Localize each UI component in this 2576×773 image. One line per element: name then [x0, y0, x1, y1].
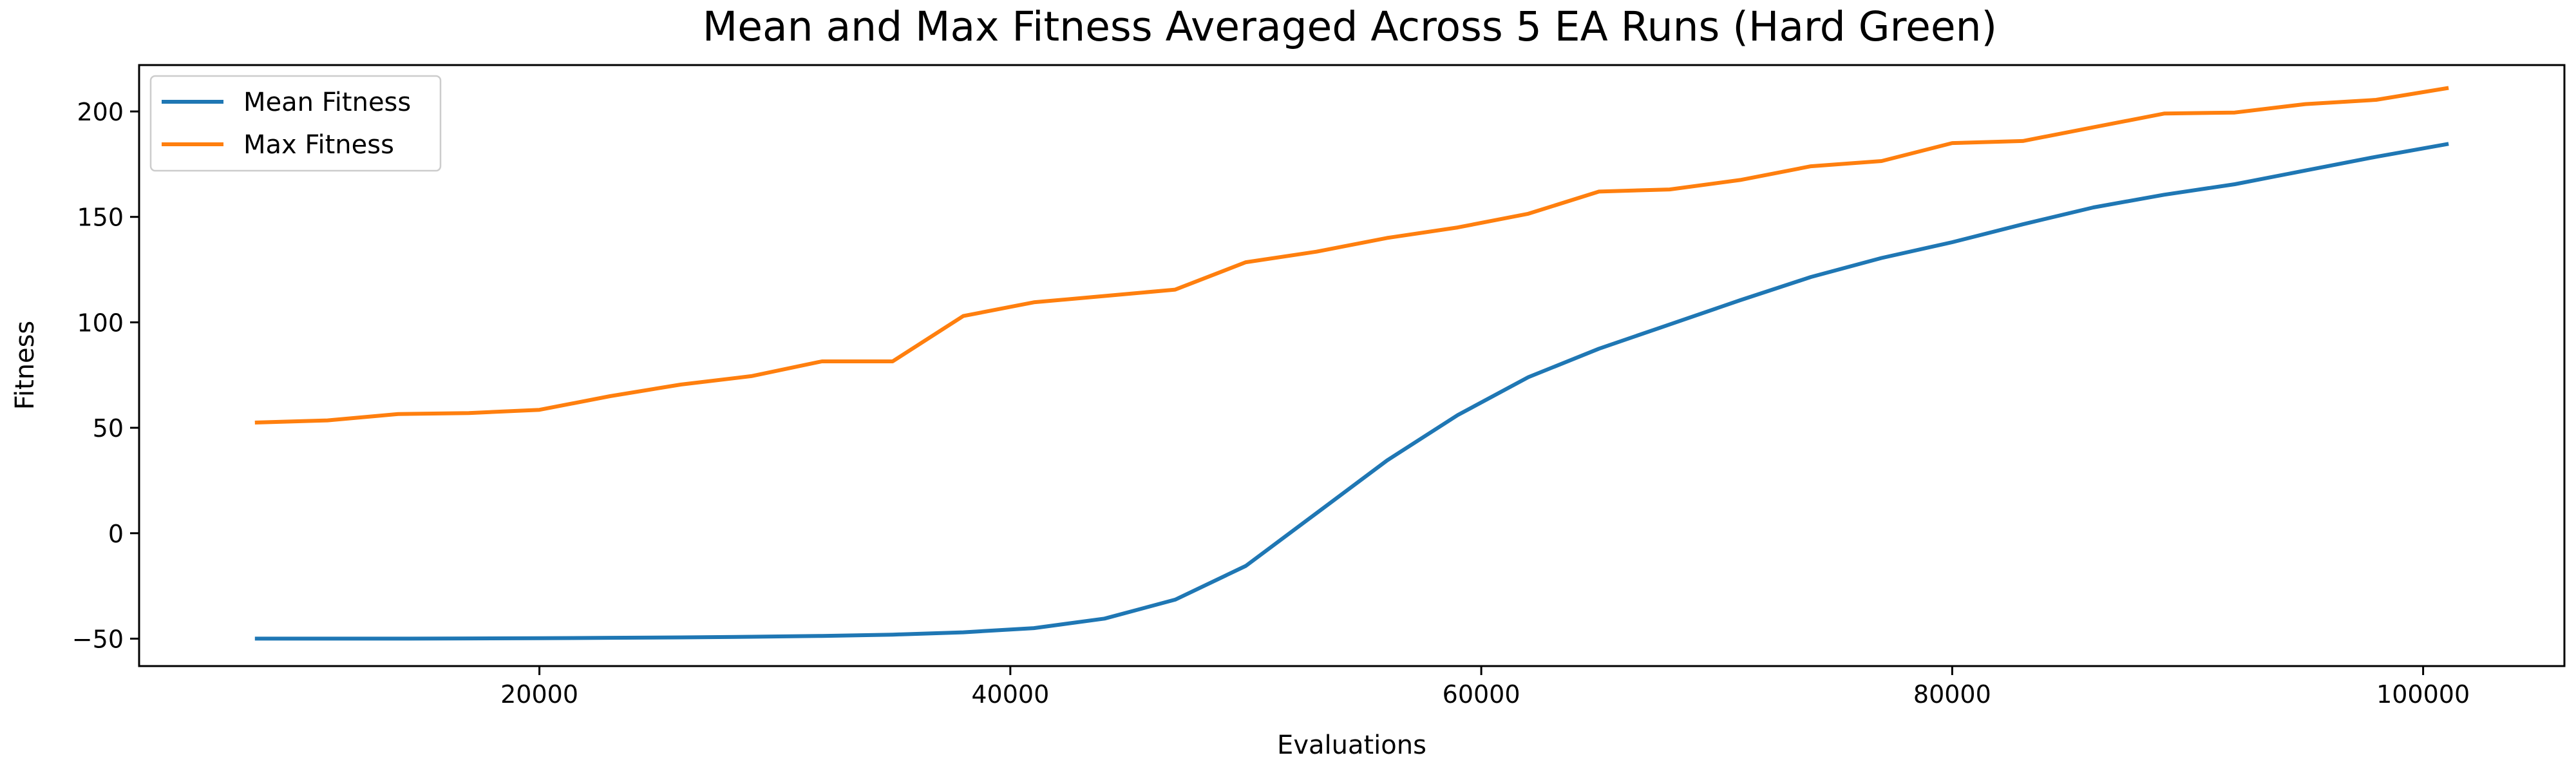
series-line-max-fitness: [254, 86, 2449, 425]
x-axis-label: Evaluations: [1277, 730, 1426, 760]
legend-label-mean-fitness: Mean Fitness: [243, 88, 411, 117]
y-tick-label: −50: [72, 625, 124, 653]
x-tick-label: 20000: [500, 680, 578, 709]
y-tick-label: 50: [93, 414, 124, 443]
x-tick-label: 100000: [2376, 680, 2470, 709]
series-lines: [254, 86, 2449, 641]
legend-box: [149, 75, 442, 172]
x-tick-label: 40000: [971, 680, 1049, 709]
y-tick-label: 200: [77, 98, 124, 126]
legend: Mean Fitness Max Fitness: [149, 75, 442, 172]
x-axis-ticks: 20000 40000 60000 80000 100000: [500, 666, 2470, 709]
chart-title: Mean and Max Fitness Averaged Across 5 E…: [703, 3, 1997, 50]
y-axis-label: Fitness: [10, 321, 40, 410]
series-line-mean-fitness: [254, 142, 2449, 641]
plot-area-frame: [138, 64, 2566, 667]
y-axis-ticks: −50 0 50 100 150 200: [72, 98, 139, 653]
x-tick-label: 60000: [1443, 680, 1520, 709]
legend-label-max-fitness: Max Fitness: [243, 130, 394, 160]
y-tick-label: 0: [108, 520, 124, 548]
y-tick-label: 100: [77, 309, 124, 337]
x-tick-label: 80000: [1913, 680, 1991, 709]
y-tick-label: 150: [77, 204, 124, 232]
